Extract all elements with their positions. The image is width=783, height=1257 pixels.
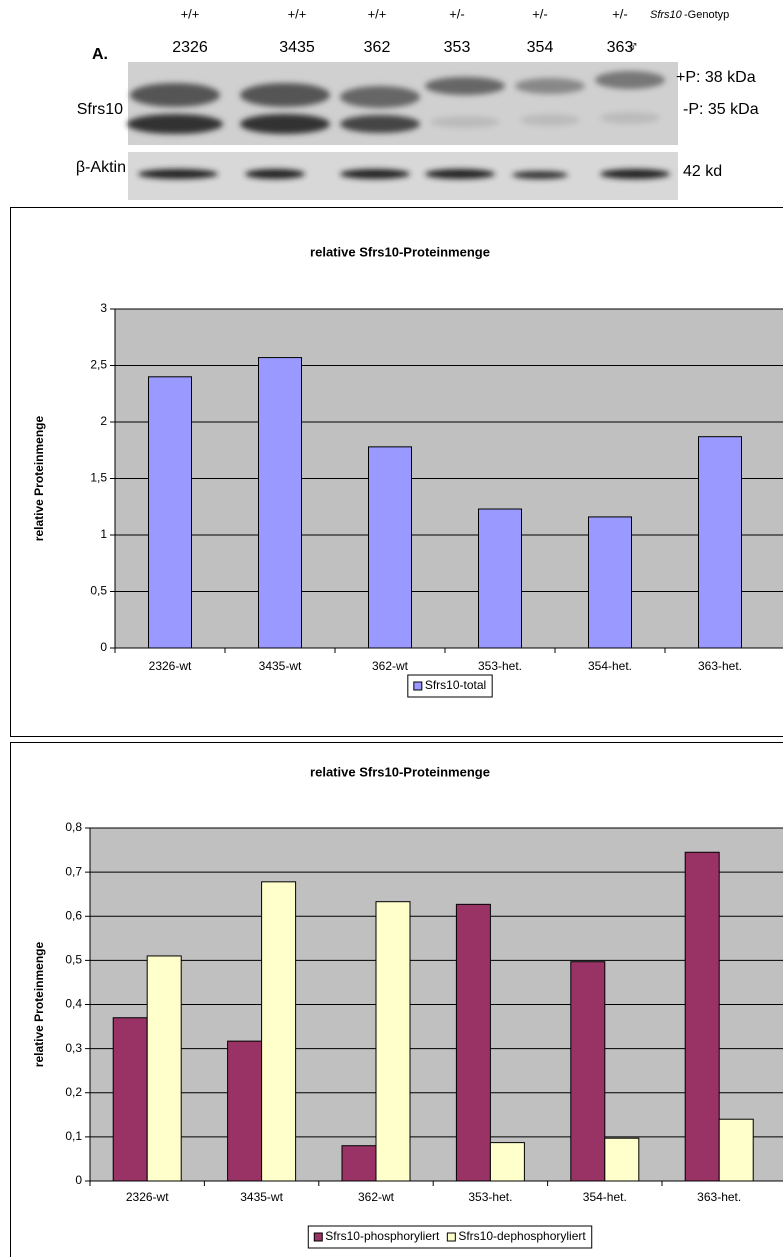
y-tick-label: 3 xyxy=(100,301,107,315)
genotype-label: +/- xyxy=(612,6,628,21)
animal-id: 3435 xyxy=(279,39,315,56)
x-tick-label: 2326-wt xyxy=(149,659,192,673)
y-tick-label: 0,1 xyxy=(65,1129,82,1143)
genotype-gene: Sfrs10 xyxy=(650,9,683,21)
y-axis-label: relative Proteinmenge xyxy=(32,941,46,1067)
y-tick-label: 0 xyxy=(75,1173,82,1187)
y-tick-label: 0,8 xyxy=(65,820,82,834)
bar xyxy=(479,509,522,648)
chart-title: relative Sfrs10-Proteinmenge xyxy=(310,244,490,259)
legend-label: Sfrs10-total xyxy=(425,678,486,692)
y-tick-label: 0,5 xyxy=(90,584,107,598)
band-label: +P: 38 kDa xyxy=(676,69,756,86)
bar xyxy=(685,852,719,1181)
y-tick-label: 0,5 xyxy=(65,953,82,967)
bar xyxy=(456,904,490,1181)
row-label: β-Aktin xyxy=(76,159,126,176)
x-tick-label: 353-het. xyxy=(468,1190,512,1204)
animal-id: 2326 xyxy=(172,39,208,56)
bar xyxy=(571,962,605,1181)
y-tick-label: 0,3 xyxy=(65,1041,82,1055)
legend-label: Sfrs10-phosphoryliert xyxy=(325,1229,440,1243)
y-tick-label: 0,4 xyxy=(65,997,82,1011)
genotype-label: +/+ xyxy=(368,6,387,21)
genotype-label: +/+ xyxy=(288,6,307,21)
band-label: -P: 35 kDa xyxy=(683,101,759,118)
animal-id: 362 xyxy=(364,39,391,56)
legend-swatch xyxy=(414,682,422,690)
legend-label: Sfrs10-dephosphoryliert xyxy=(458,1229,586,1243)
animal-id: 354 xyxy=(527,39,554,56)
bar xyxy=(342,1146,376,1181)
figure: A. Sfrs10 -Genotyp ♂ Sfrs10 β-Aktin +P: … xyxy=(0,0,783,1257)
y-tick-label: 1,5 xyxy=(90,471,107,485)
y-axis-label: relative Proteinmenge xyxy=(32,415,46,541)
x-tick-label: 354-het. xyxy=(588,659,632,673)
bar xyxy=(605,1138,639,1181)
legend: Sfrs10-total xyxy=(408,675,492,697)
animal-id: 363 xyxy=(607,39,634,56)
bar xyxy=(262,882,296,1181)
genotype-label: +/+ xyxy=(181,6,200,21)
x-tick-label: 354-het. xyxy=(583,1190,627,1204)
legend: Sfrs10-phosphoryliert Sfrs10-dephosphoryl… xyxy=(308,1226,591,1248)
y-tick-label: 1 xyxy=(100,527,107,541)
bar xyxy=(259,358,302,648)
x-tick-label: 3435-wt xyxy=(240,1190,283,1204)
bar xyxy=(719,1119,753,1181)
genotype-label: +/- xyxy=(449,6,465,21)
y-tick-label: 0,6 xyxy=(65,908,82,922)
x-tick-label: 353-het. xyxy=(478,659,522,673)
y-tick-label: 0,2 xyxy=(65,1085,82,1099)
band-label: 42 kd xyxy=(683,163,722,180)
y-tick-label: 0 xyxy=(100,640,107,654)
x-tick-label: 362-wt xyxy=(358,1190,395,1204)
y-tick-label: 2 xyxy=(100,414,107,428)
animal-id: 353 xyxy=(444,39,471,56)
x-tick-label: 362-wt xyxy=(372,659,409,673)
bar xyxy=(113,1018,147,1181)
bar xyxy=(699,437,742,648)
bar xyxy=(147,956,181,1181)
x-tick-label: 363-het. xyxy=(697,1190,741,1204)
page: A. Sfrs10 -Genotyp ♂ Sfrs10 β-Aktin +P: … xyxy=(0,0,783,1257)
bar xyxy=(490,1143,524,1181)
chart-title: relative Sfrs10-Proteinmenge xyxy=(310,764,490,779)
x-tick-label: 2326-wt xyxy=(126,1190,169,1204)
genotype-label: +/- xyxy=(532,6,548,21)
y-tick-label: 0,7 xyxy=(65,864,82,878)
legend-swatch xyxy=(314,1233,322,1241)
blot: A. Sfrs10 -Genotyp ♂ Sfrs10 β-Aktin +P: … xyxy=(76,9,759,200)
x-tick-label: 363-het. xyxy=(698,659,742,673)
bar xyxy=(228,1041,262,1181)
bar xyxy=(589,517,632,648)
y-tick-label: 2,5 xyxy=(90,358,107,372)
bar xyxy=(376,902,410,1181)
row-label: Sfrs10 xyxy=(77,101,123,118)
x-tick-label: 3435-wt xyxy=(259,659,302,673)
bar xyxy=(369,447,412,648)
legend-swatch xyxy=(447,1233,455,1241)
panel-label: A. xyxy=(92,46,108,63)
genotype-suffix: -Genotyp xyxy=(684,9,729,21)
bar xyxy=(149,377,192,648)
